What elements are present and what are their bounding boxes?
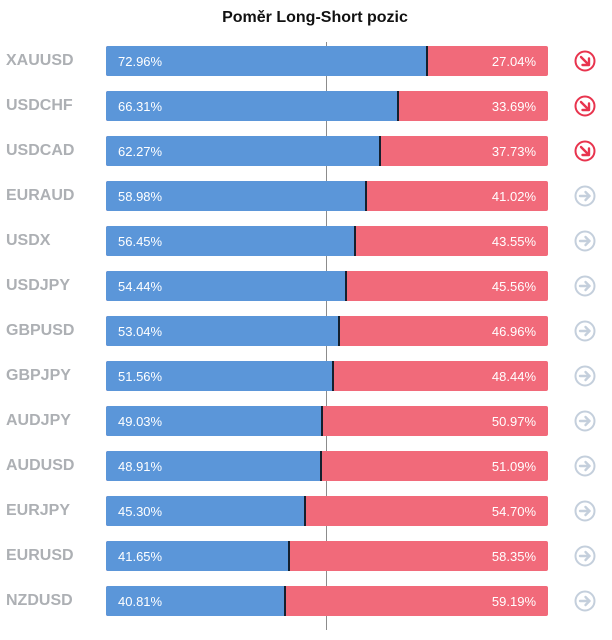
arrow-right-icon (574, 500, 596, 522)
short-bar: 56.45% 43.55% (106, 226, 548, 256)
short-value-label: 46.96% (491, 324, 536, 339)
symbol-label: AUDJPY (6, 412, 71, 429)
chart-row: GBPJPY 51.56% 48.44% (0, 361, 612, 391)
long-value-label: 72.96% (118, 54, 163, 69)
short-bar: 51.56% 48.44% (106, 361, 548, 391)
arrow-down-right-icon (574, 50, 596, 72)
arrow-right-icon (574, 365, 596, 387)
long-bar (106, 451, 323, 481)
long-bar (106, 226, 356, 256)
symbol-label: USDX (6, 232, 51, 249)
symbol-label: EURAUD (6, 187, 75, 204)
long-value-label: 51.56% (118, 369, 163, 384)
long-value-label: 49.03% (118, 414, 163, 429)
chart-row: EURAUD 58.98% 41.02% (0, 181, 612, 211)
long-value-label: 58.98% (118, 189, 163, 204)
short-bar: 53.04% 46.96% (106, 316, 548, 346)
long-value-label: 53.04% (118, 324, 163, 339)
long-bar (106, 46, 429, 76)
short-bar: 72.96% 27.04% (106, 46, 548, 76)
long-value-label: 48.91% (118, 459, 163, 474)
long-value-label: 45.30% (118, 504, 163, 519)
short-value-label: 54.70% (491, 504, 536, 519)
chart-row: USDJPY 54.44% 45.56% (0, 271, 612, 301)
arrow-right-icon (574, 275, 596, 297)
short-bar: 58.98% 41.02% (106, 181, 548, 211)
chart-row: XAUUSD 72.96% 27.04% (0, 46, 612, 76)
short-bar: 45.30% 54.70% (106, 496, 548, 526)
symbol-label: XAUUSD (6, 52, 74, 69)
short-bar: 49.03% 50.97% (106, 406, 548, 436)
symbol-label: NZDUSD (6, 592, 73, 609)
chart-row: EURUSD 41.65% 58.35% (0, 541, 612, 571)
long-bar (106, 271, 347, 301)
short-value-label: 48.44% (491, 369, 536, 384)
arrow-right-icon (574, 185, 596, 207)
long-value-label: 62.27% (118, 144, 163, 159)
long-value-label: 66.31% (118, 99, 163, 114)
chart-row: EURJPY 45.30% 54.70% (0, 496, 612, 526)
chart-row: AUDJPY 49.03% 50.97% (0, 406, 612, 436)
chart-row: NZDUSD 40.81% 59.19% (0, 586, 612, 616)
long-bar (106, 181, 367, 211)
short-value-label: 51.09% (491, 459, 536, 474)
arrow-right-icon (574, 455, 596, 477)
long-bar (106, 316, 341, 346)
short-value-label: 43.55% (491, 234, 536, 249)
short-value-label: 37.73% (491, 144, 536, 159)
symbol-label: EURUSD (6, 547, 74, 564)
symbol-label: USDJPY (6, 277, 71, 294)
arrow-right-icon (574, 230, 596, 252)
chart-row: USDCAD 62.27% 37.73% (0, 136, 612, 166)
long-value-label: 56.45% (118, 234, 163, 249)
short-value-label: 33.69% (491, 99, 536, 114)
symbol-label: USDCAD (6, 142, 75, 159)
short-value-label: 58.35% (491, 549, 536, 564)
short-bar: 54.44% 45.56% (106, 271, 548, 301)
symbol-label: GBPUSD (6, 322, 75, 339)
long-bar (106, 541, 291, 571)
short-bar: 62.27% 37.73% (106, 136, 548, 166)
short-value-label: 41.02% (491, 189, 536, 204)
long-bar (106, 136, 382, 166)
long-bar (106, 496, 307, 526)
arrow-down-right-icon (574, 95, 596, 117)
long-value-label: 54.44% (118, 279, 163, 294)
long-value-label: 41.65% (118, 549, 163, 564)
long-bar (106, 586, 287, 616)
short-value-label: 27.04% (491, 54, 536, 69)
short-value-label: 50.97% (491, 414, 536, 429)
short-value-label: 59.19% (491, 594, 536, 609)
symbol-label: GBPJPY (6, 367, 71, 384)
short-bar: 66.31% 33.69% (106, 91, 548, 121)
arrow-down-right-icon (574, 140, 596, 162)
chart-row: USDX 56.45% 43.55% (0, 226, 612, 256)
arrow-right-icon (574, 545, 596, 567)
arrow-right-icon (574, 320, 596, 342)
long-bar (106, 91, 400, 121)
chart-title: Poměr Long-Short pozic (222, 9, 408, 26)
long-value-label: 40.81% (118, 594, 163, 609)
short-bar: 40.81% 59.19% (106, 586, 548, 616)
short-bar: 48.91% 51.09% (106, 451, 548, 481)
long-bar (106, 406, 323, 436)
arrow-right-icon (574, 410, 596, 432)
symbol-label: EURJPY (6, 502, 71, 519)
short-value-label: 45.56% (491, 279, 536, 294)
arrow-right-icon (574, 590, 596, 612)
short-bar: 41.65% 58.35% (106, 541, 548, 571)
chart-row: AUDUSD 48.91% 51.09% (0, 451, 612, 481)
symbol-label: AUDUSD (6, 457, 75, 474)
chart-row: USDCHF 66.31% 33.69% (0, 91, 612, 121)
symbol-label: USDCHF (6, 97, 73, 114)
chart-row: GBPUSD 53.04% 46.96% (0, 316, 612, 346)
long-bar (106, 361, 334, 391)
